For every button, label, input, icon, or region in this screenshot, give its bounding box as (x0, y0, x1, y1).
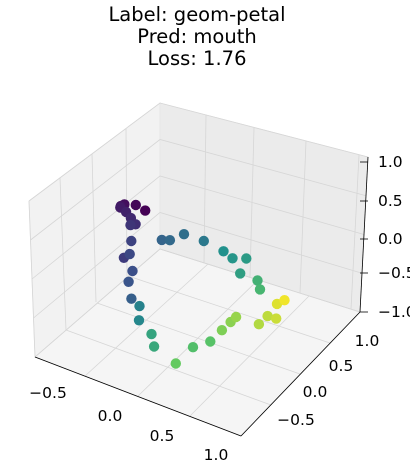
grid-line-z (33, 212, 363, 319)
scatter-point (198, 235, 209, 247)
scatter-point (218, 246, 229, 257)
scatter-point (271, 313, 282, 324)
grid-line-floor-y (96, 302, 301, 375)
grid-line-floor-y (127, 275, 331, 344)
scatter-point (126, 293, 137, 304)
scatter-point (252, 275, 263, 286)
z-axis-line (359, 156, 369, 313)
scatter-point (241, 253, 252, 264)
title-line-pred: Pred: mouth (137, 25, 257, 48)
scatter-point (146, 328, 157, 340)
x-tick-label: −0.5 (29, 384, 67, 402)
scatter-point (126, 235, 137, 247)
x-tick-label: 0.0 (98, 407, 123, 425)
z-tick-label: 0.5 (378, 192, 403, 210)
scatter-point (123, 276, 134, 287)
scatter-point (187, 342, 199, 353)
y-tick-label: 0.0 (303, 383, 328, 401)
scatter-point (140, 205, 151, 216)
scatter-point (133, 315, 145, 326)
y-axis-line (240, 311, 361, 437)
x-axis-line (34, 356, 242, 437)
scatter-point (205, 336, 216, 347)
scatter-point (279, 295, 290, 306)
grid-line-floor-y (65, 329, 272, 406)
scatter-point (156, 234, 167, 246)
title-line-loss: Loss: 1.76 (147, 47, 247, 70)
scatter-point (125, 219, 136, 231)
x-tick-label: 0.5 (150, 427, 175, 445)
data-points (115, 199, 290, 369)
scatter-point (230, 311, 242, 323)
scatter-point (130, 199, 141, 211)
scatter-point (216, 325, 228, 336)
scatter-point (164, 235, 176, 246)
grid-line-z (28, 102, 369, 202)
y-tick-label: 1.0 (355, 332, 380, 350)
scatter-point (127, 265, 138, 277)
scatter-point (253, 319, 265, 330)
y-tick-label: −0.5 (277, 411, 315, 429)
scatter-point (134, 300, 145, 312)
z-tick-label: 1.0 (378, 153, 403, 171)
grid-line-left-v (91, 153, 97, 303)
axis-lines (34, 156, 369, 437)
scatter-point (227, 253, 238, 264)
x-tick-label: 1.0 (204, 446, 229, 464)
scatter-point (254, 284, 266, 295)
y-tick-label: 0.5 (329, 357, 354, 375)
chart-title: Label: geom-petal Pred: mouth Loss: 1.76 (0, 4, 394, 70)
title-line-label: Label: geom-petal (108, 3, 286, 26)
scatter-point (262, 310, 273, 322)
scatter-point (124, 248, 135, 260)
scatter-point (148, 341, 160, 352)
tick-marks: −0.50.00.51.0−0.50.00.51.0−1.0−0.50.00.5… (29, 153, 410, 464)
grid-line-z (30, 139, 367, 241)
grid-line-z (31, 175, 365, 280)
z-tick-label: −0.5 (378, 264, 410, 282)
scatter-point (178, 229, 190, 240)
z-tick-label: −1.0 (378, 303, 410, 321)
scatter-point (170, 358, 181, 369)
scatter-point (235, 268, 246, 279)
z-tick-label: 0.0 (378, 230, 403, 248)
